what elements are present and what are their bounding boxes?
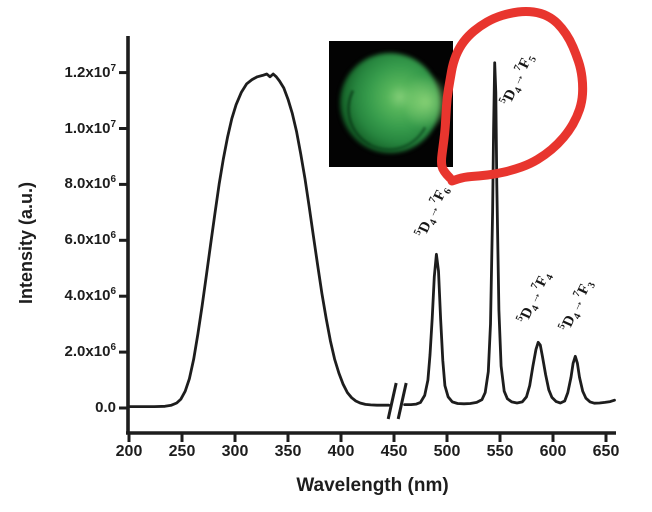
x-tick-label: 400: [327, 443, 355, 460]
y-tick-label: 0.0: [95, 399, 116, 416]
inset-micrograph: [329, 41, 453, 167]
y-tick-label: 2.0x106: [64, 342, 116, 361]
x-tick-label: 600: [539, 443, 567, 460]
x-tick-label: 650: [592, 443, 620, 460]
x-tick-label: 350: [274, 443, 302, 460]
x-axis-title: Wavelength (nm): [296, 475, 449, 496]
sphere-highlight: [405, 73, 447, 131]
emission-spectrum-curve: [403, 61, 616, 406]
y-tick-label: 4.0x106: [64, 286, 116, 305]
x-tick-label: 450: [380, 443, 408, 460]
y-tick-label: 1.2x107: [64, 62, 116, 81]
x-tick-label: 550: [486, 443, 514, 460]
axis-break-slash: [386, 382, 398, 420]
red-circle-annotation: [437, 7, 588, 186]
x-tick-label: 250: [168, 443, 196, 460]
y-tick-label: 1.0x107: [64, 118, 116, 137]
x-tick-label: 500: [433, 443, 461, 460]
x-tick-label: 300: [221, 443, 249, 460]
x-tick-label: 200: [115, 443, 143, 460]
y-tick-label: 6.0x106: [64, 230, 116, 249]
axis-break-slash: [396, 382, 408, 420]
y-tick-label: 8.0x106: [64, 174, 116, 193]
excitation-band-curve: [127, 72, 391, 408]
